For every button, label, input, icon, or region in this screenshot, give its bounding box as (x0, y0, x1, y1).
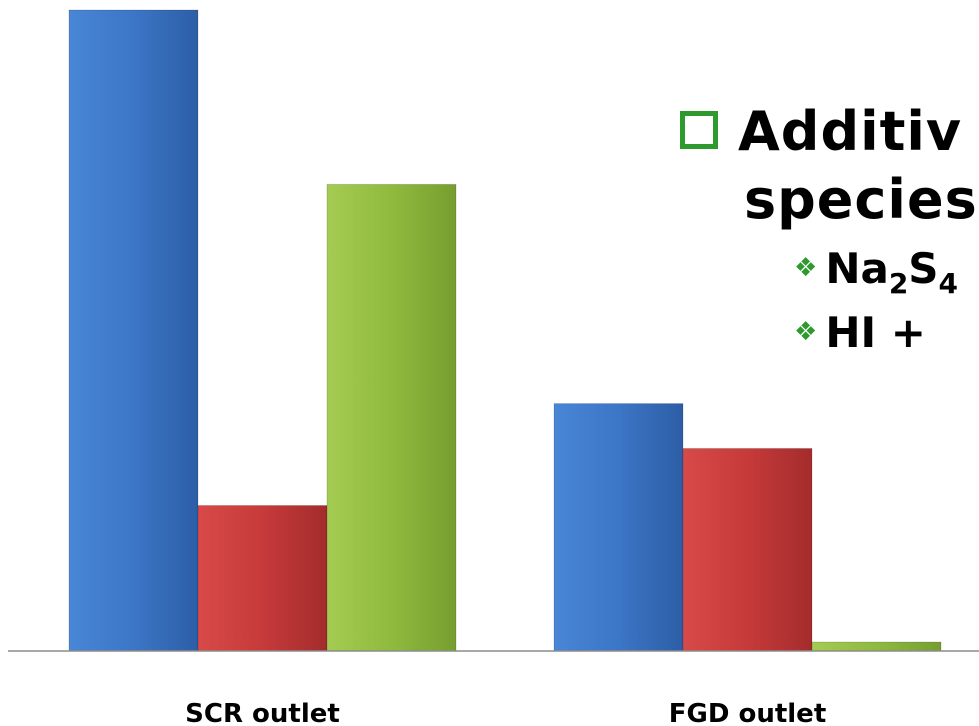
bullet-item-1: ❖ Na2S4 (794, 244, 959, 300)
checkbox-square-icon (680, 111, 718, 150)
bar-2-series-3 (811, 641, 942, 652)
x-tick-label: FGD outlet (669, 699, 827, 726)
slide-title-line2: species (744, 168, 978, 231)
bar-1-series-3 (326, 183, 457, 652)
bullet-item-2: ❖ HI + (794, 308, 926, 357)
bar-2-series-2 (682, 447, 813, 652)
x-tick-label: SCR outlet (185, 699, 340, 726)
slide-title-line1: Additiv (680, 100, 962, 163)
bar-1-series-1 (68, 9, 199, 652)
bar-1-series-2 (197, 504, 328, 652)
diamond-cluster-icon: ❖ (794, 316, 818, 347)
diamond-cluster-icon: ❖ (794, 252, 818, 283)
bar-2-series-1 (553, 403, 684, 652)
